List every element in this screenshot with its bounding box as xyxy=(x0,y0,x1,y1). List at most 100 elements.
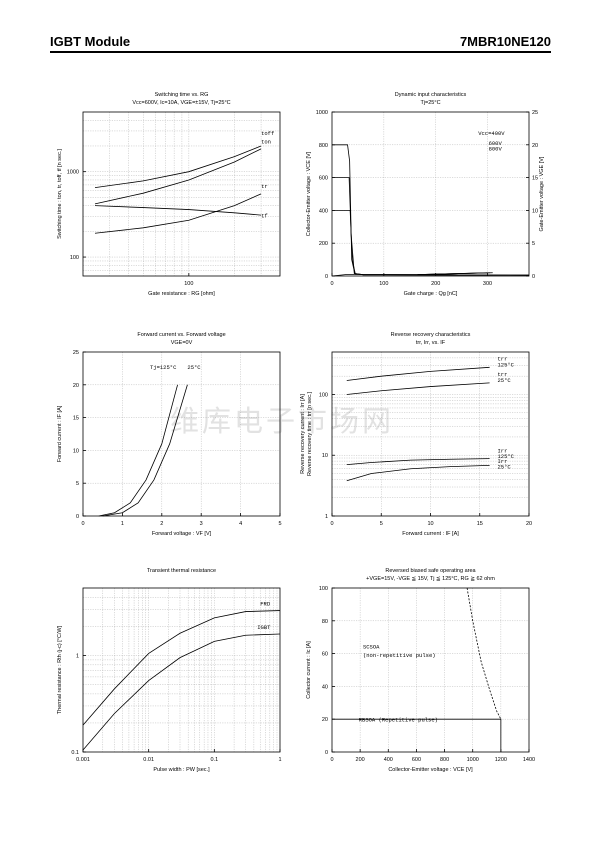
y-axis-label: Switching time : ton, tr, toff, tf [n se… xyxy=(57,149,63,239)
y-tick-label: 20 xyxy=(73,383,79,389)
curve-label: IGBT xyxy=(257,624,271,631)
x-tick-label: 0 xyxy=(330,521,333,527)
curve-label: toff xyxy=(261,130,274,137)
y-tick-label: 400 xyxy=(319,208,328,214)
header-product-type: IGBT Module xyxy=(50,34,131,49)
chart-title: Reversed biased safe operating area xyxy=(385,568,476,574)
curve-label: tf xyxy=(261,213,268,220)
y-tick-label: 100 xyxy=(319,392,328,398)
x-tick-label: 0 xyxy=(330,281,333,287)
y-tick-label: 80 xyxy=(322,619,328,625)
curve-label: tr xyxy=(261,183,268,190)
y-axis-label: Reverse recovery current : Irr [A] xyxy=(300,394,306,474)
y-tick-label: 5 xyxy=(76,481,79,487)
x-tick-label: 0 xyxy=(330,757,333,763)
curve-label: Vcc=400V xyxy=(478,130,505,137)
series-line xyxy=(94,193,262,234)
x-tick-label: 400 xyxy=(384,757,393,763)
curve-label: 25°C xyxy=(187,364,201,371)
curve-label: trr xyxy=(497,356,507,363)
y-axis-label: Thermal resistance : Rth (j-c) [°C/W] xyxy=(57,625,63,714)
x-tick-label: 5 xyxy=(380,521,383,527)
chart-subtitle: Tj=25°C xyxy=(420,100,440,106)
plot-frame xyxy=(82,351,281,517)
x-tick-label: 1200 xyxy=(495,757,507,763)
y-tick-label: 20 xyxy=(322,717,328,723)
x-tick-label: 0.01 xyxy=(143,757,154,763)
series-line xyxy=(94,148,262,205)
x-axis-label: Collector-Emitter voltage : VCE [V] xyxy=(388,767,473,773)
x-tick-label: 10 xyxy=(427,521,433,527)
series-line xyxy=(346,382,490,395)
y-tick-label: 600 xyxy=(319,176,328,182)
series-line xyxy=(346,465,490,482)
series-line xyxy=(332,718,502,752)
curve-label: 25°C xyxy=(497,377,511,384)
y-axis-label-2: Reverse recovery time : trr [n sec.] xyxy=(307,392,313,477)
y2-tick-label: 0 xyxy=(532,274,535,280)
series-line xyxy=(417,272,493,275)
y2-tick-label: 15 xyxy=(532,176,538,182)
x-tick-label: 1 xyxy=(278,757,281,763)
x-tick-label: 1000 xyxy=(467,757,479,763)
y-tick-label: 15 xyxy=(73,416,79,422)
header-rule xyxy=(50,51,551,53)
x-tick-label: 15 xyxy=(477,521,483,527)
x-tick-label: 800 xyxy=(440,757,449,763)
y-axis-label: Collector-Emitter voltage : VCE [V] xyxy=(306,151,312,236)
x-tick-label: 200 xyxy=(356,757,365,763)
y-tick-label: 60 xyxy=(322,652,328,658)
curve-label: 600V xyxy=(489,140,503,147)
y2-tick-label: 10 xyxy=(532,208,538,214)
chart-title: Forward current vs. Forward voltage xyxy=(137,332,225,338)
series-line xyxy=(346,458,490,466)
y2-tick-label: 25 xyxy=(532,110,538,116)
curve-label: (non-repetitive pulse) xyxy=(363,652,436,659)
x-tick-label: 100 xyxy=(379,281,388,287)
curve-label: SCSOA xyxy=(363,644,380,651)
y-axis-label: Collector current : Ic [A] xyxy=(306,641,312,699)
y-tick-label: 1000 xyxy=(316,110,328,116)
x-axis-label: Forward voltage : VF [V] xyxy=(152,531,212,537)
curve-label: Irr xyxy=(497,448,507,455)
x-tick-label: 0 xyxy=(81,521,84,527)
x-tick-label: 1400 xyxy=(523,757,535,763)
y-tick-label: 40 xyxy=(322,684,328,690)
y-tick-label: 100 xyxy=(70,255,79,261)
x-axis-label: Forward current : IF [A] xyxy=(402,531,459,537)
y-tick-label: 100 xyxy=(319,586,328,592)
x-tick-label: 2 xyxy=(160,521,163,527)
plot-frame xyxy=(331,587,530,753)
y-tick-label: 0 xyxy=(325,750,328,756)
y-tick-label: 200 xyxy=(319,241,328,247)
x-tick-label: 0.1 xyxy=(211,757,219,763)
y2-tick-label: 20 xyxy=(532,143,538,149)
chart-title: Reverse recovery characteristics xyxy=(391,332,471,338)
series-line xyxy=(94,145,262,189)
x-tick-label: 20 xyxy=(526,521,532,527)
series-line xyxy=(82,633,281,751)
y-tick-label: 10 xyxy=(322,453,328,459)
plot-frame xyxy=(331,111,530,277)
x-axis-label: Gate resistance : RG [ohm] xyxy=(148,291,215,297)
x-tick-label: 600 xyxy=(412,757,421,763)
y-tick-label: 0 xyxy=(325,274,328,280)
chart-title: Dynamic input characteristics xyxy=(395,92,467,98)
curve-label: 800V xyxy=(489,146,503,153)
x-tick-label: 5 xyxy=(278,521,281,527)
x-tick-label: 4 xyxy=(239,521,242,527)
curve-label: ton xyxy=(261,138,271,145)
x-tick-label: 1 xyxy=(121,521,124,527)
curve-label: Tj=125°C xyxy=(150,364,177,371)
chart-subtitle: +VGE=15V, -VGE ≦ 15V, Tj ≦ 125°C, RG ≧ 6… xyxy=(366,576,495,582)
x-tick-label: 300 xyxy=(483,281,492,287)
y-axis-label: Forward current : IF [A] xyxy=(57,405,63,462)
y-tick-label: 0 xyxy=(76,514,79,520)
x-tick-label: 0.001 xyxy=(76,757,90,763)
x-tick-label: 3 xyxy=(200,521,203,527)
plot-frame xyxy=(82,111,281,277)
